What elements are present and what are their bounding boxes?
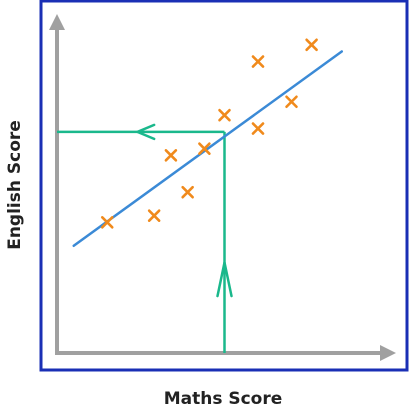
y-axis-arrowhead (49, 14, 65, 30)
line-of-best-fit (72, 50, 343, 248)
data-point (198, 142, 211, 155)
data-point (218, 108, 231, 122)
axes (49, 14, 396, 361)
data-point (164, 149, 178, 162)
left-arrow (136, 123, 156, 141)
data-point (251, 55, 265, 68)
x-axis-arrowhead (380, 345, 396, 361)
data-point (251, 122, 265, 135)
data-point (285, 95, 298, 109)
data-point (181, 185, 194, 199)
up-arrow (216, 261, 233, 298)
data-point (305, 38, 318, 52)
data-point (147, 209, 161, 222)
chart-marks (57, 38, 343, 353)
y-axis-label: English Score (5, 120, 25, 250)
data-point (100, 216, 114, 229)
chart-frame (39, 0, 409, 372)
x-axis-label: Maths Score (164, 389, 283, 409)
